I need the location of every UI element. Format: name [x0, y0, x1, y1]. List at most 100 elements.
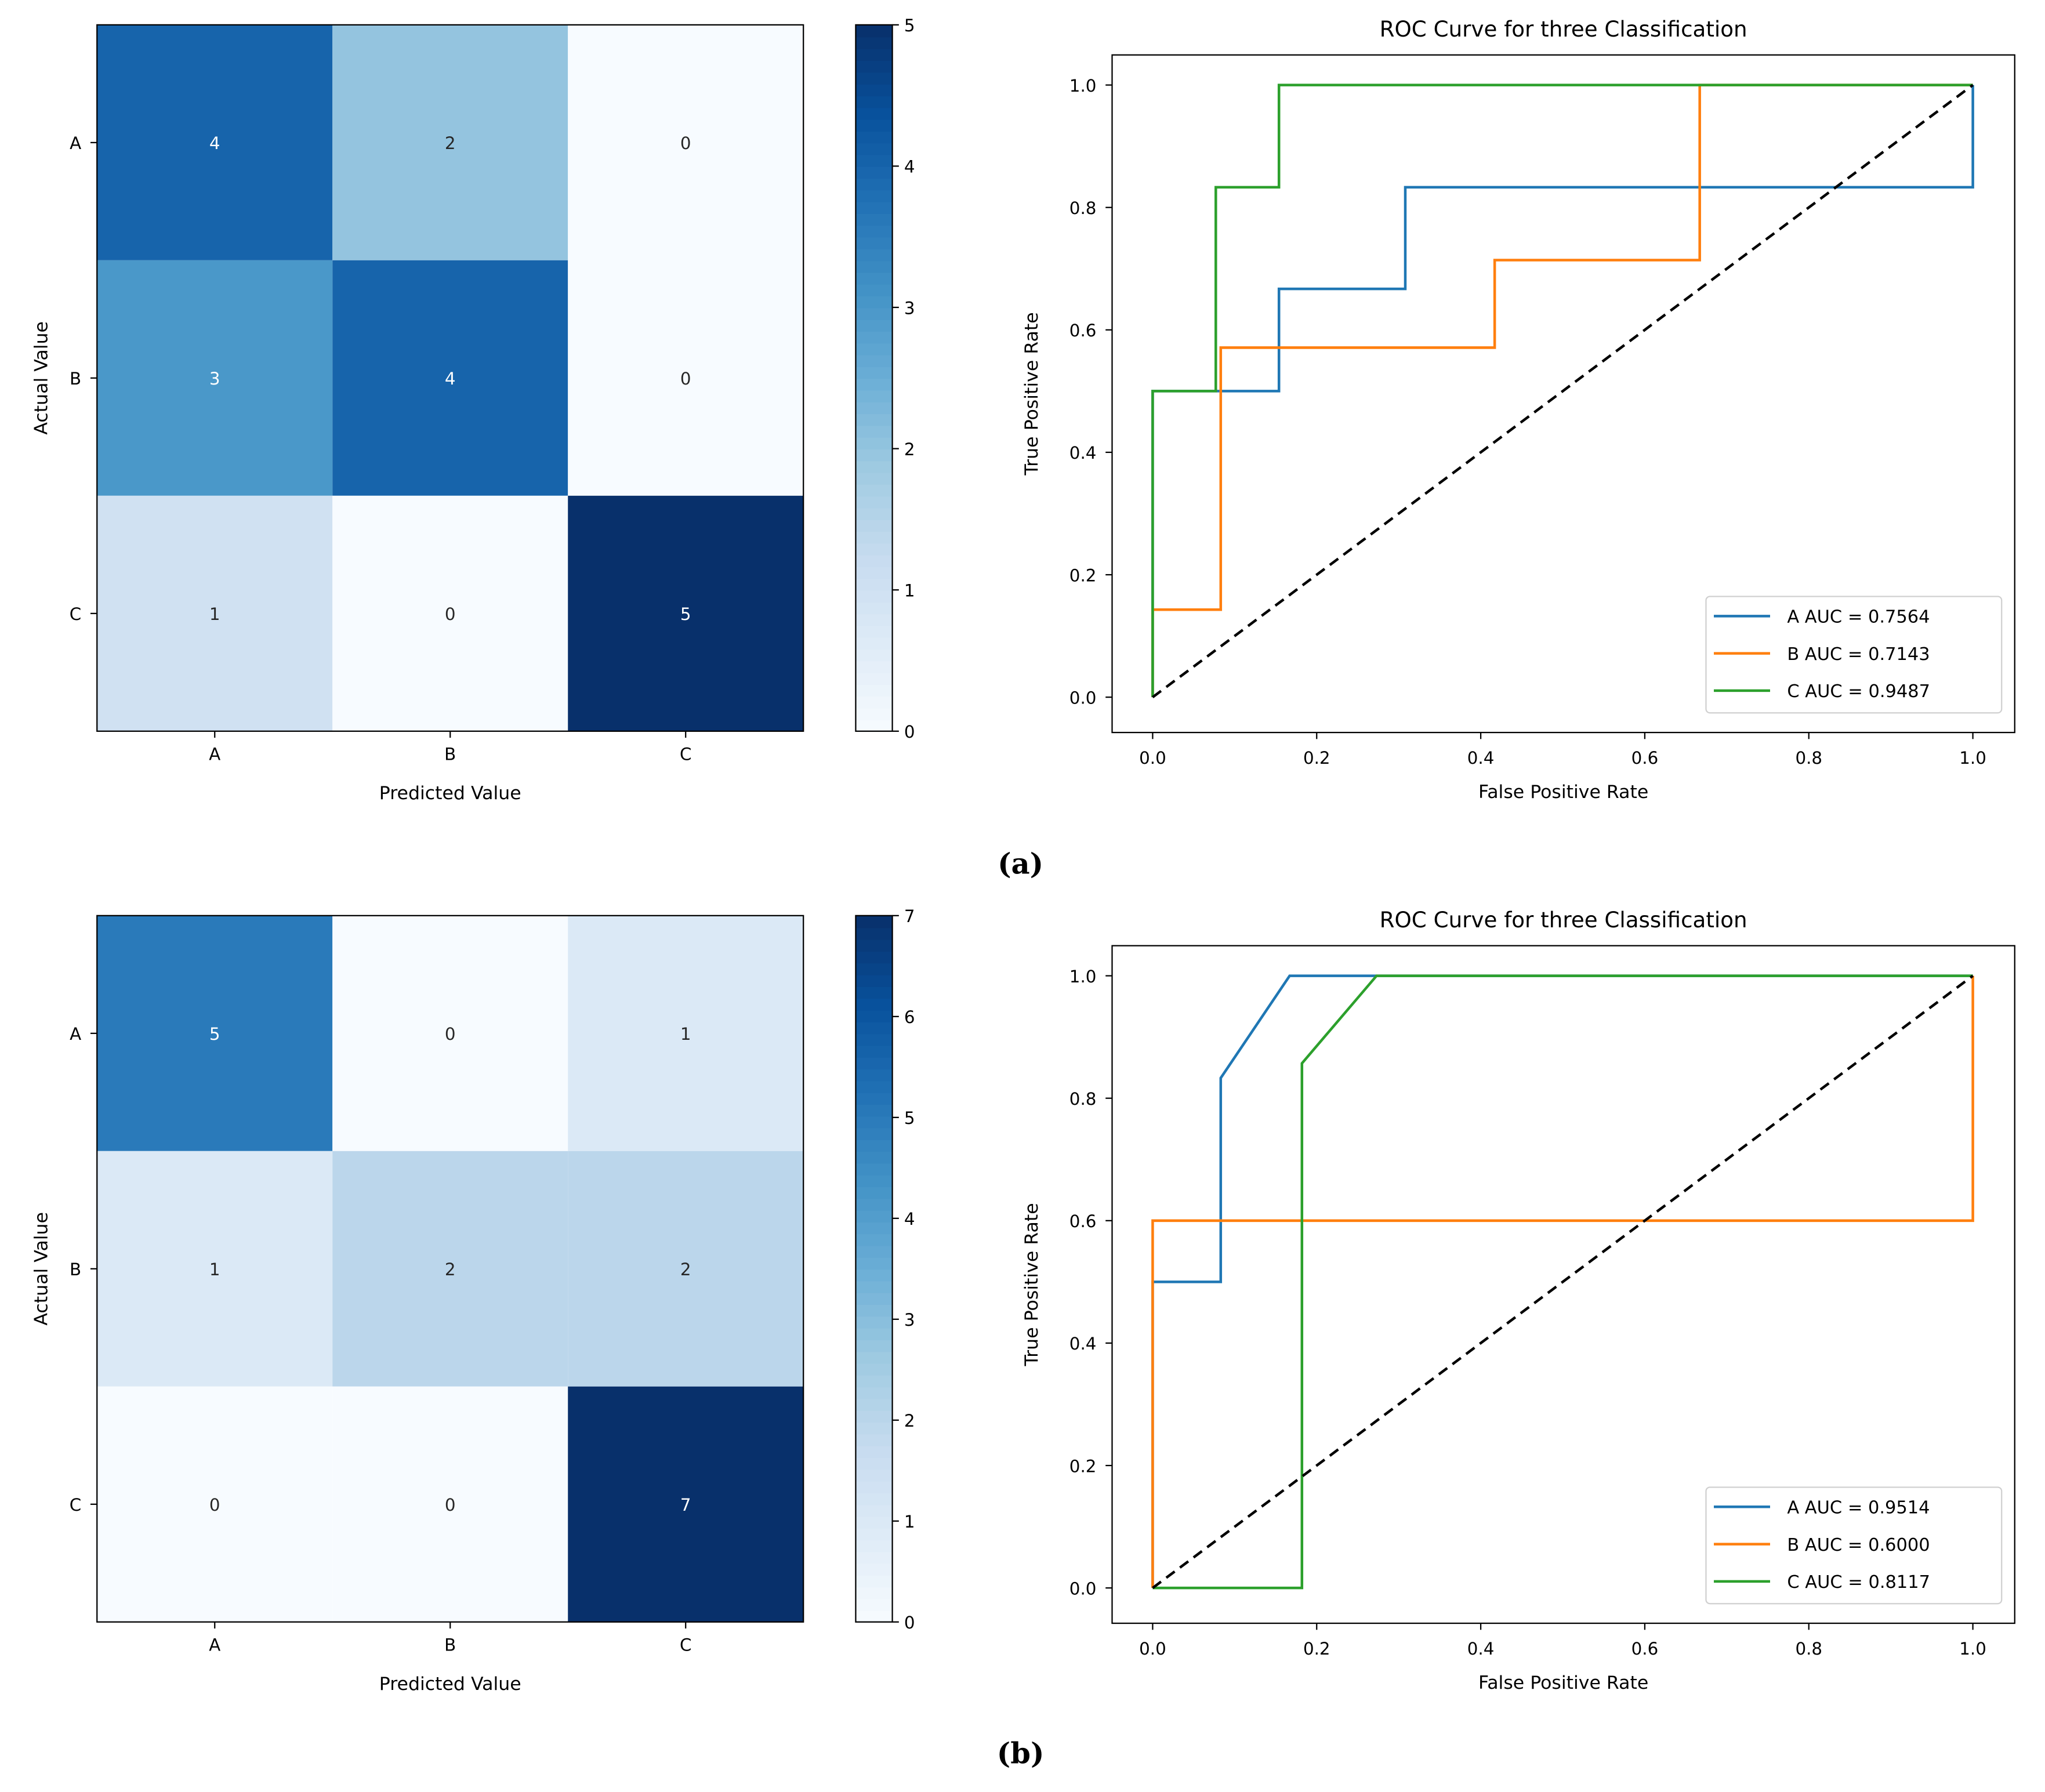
colorbar-tick-label: 6	[904, 1007, 915, 1027]
colorbar-segment	[855, 60, 893, 73]
colorbar-frame	[855, 915, 893, 1623]
legend-box	[1705, 1486, 2003, 1605]
colorbar-segment	[855, 915, 893, 928]
colorbar-segment	[855, 1575, 893, 1588]
colorbar-segment	[855, 1386, 893, 1399]
colorbar-tick-label: 2	[904, 440, 915, 459]
heatmap-cell	[97, 1151, 333, 1387]
colorbar-segment	[855, 460, 893, 473]
plot-frame	[1111, 945, 2015, 1624]
panel-label-a: (a)	[998, 847, 1043, 881]
x-tick-label: A	[209, 1635, 220, 1655]
colorbar-segment	[855, 1198, 893, 1211]
colorbar-segment	[855, 1457, 893, 1470]
heatmap-cell	[97, 495, 333, 731]
colorbar-segment	[855, 177, 893, 191]
colorbar-segment	[855, 472, 893, 485]
colorbar-segment	[855, 248, 893, 262]
legend-box	[1705, 596, 2003, 714]
colorbar-segment	[855, 1174, 893, 1188]
x-axis-label: Predicted Value	[379, 783, 521, 804]
colorbar-segment	[855, 708, 893, 720]
colorbar-segment	[855, 1092, 893, 1105]
roc-chart-a	[1105, 54, 2015, 739]
y-tick-label: 1.0	[1069, 967, 1097, 986]
legend-entry: C AUC = 0.8117	[1787, 1572, 1930, 1593]
y-tick-label: 0.8	[1069, 198, 1097, 218]
colorbar-segment	[855, 1257, 893, 1270]
colorbar-segment	[855, 1504, 893, 1517]
colorbar-segment	[855, 37, 893, 49]
colorbar-segment	[855, 1245, 893, 1258]
heatmap-cell	[332, 915, 568, 1151]
y-tick-label: 0.6	[1069, 1211, 1097, 1231]
colorbar-tick-label: 2	[904, 1411, 915, 1431]
legend-entry: B AUC = 0.7143	[1787, 644, 1930, 665]
colorbar-segment	[855, 260, 893, 273]
x-tick-label: B	[444, 1635, 456, 1655]
y-tick-label: 0.2	[1069, 565, 1097, 585]
colorbar-segment	[855, 307, 893, 320]
x-tick-label: 0.4	[1467, 1639, 1495, 1659]
colorbar-segment	[855, 1339, 893, 1352]
colorbar-segment	[855, 1492, 893, 1506]
colorbar-segment	[855, 963, 893, 975]
colorbar-segment	[855, 1233, 893, 1246]
colorbar-segment	[855, 648, 893, 662]
colorbar-segment	[855, 1363, 893, 1376]
heatmap-cell	[97, 24, 333, 260]
colorbar-segment	[855, 284, 893, 297]
colorbar-segment	[855, 390, 893, 402]
colorbar-segment	[855, 154, 893, 167]
y-tick-label: 0.0	[1069, 688, 1097, 708]
colorbar-segment	[855, 1598, 893, 1611]
x-tick-label: A	[209, 744, 220, 764]
colorbar-segment	[855, 1127, 893, 1140]
colorbar-segment	[855, 166, 893, 179]
cell-value: 4	[445, 369, 456, 389]
colorbar-tick-label: 0	[904, 1613, 915, 1633]
colorbar-segment	[855, 448, 893, 462]
cell-value: 1	[680, 1024, 691, 1044]
colorbar-segment	[855, 1068, 893, 1082]
legend-entry: C AUC = 0.9487	[1787, 681, 1930, 702]
roc-series-line-b	[1151, 975, 1974, 1588]
colorbar-segment	[855, 672, 893, 685]
colorbar-segment	[855, 1033, 893, 1046]
colorbar-segment	[855, 1410, 893, 1423]
chart-title: ROC Curve for three Classification	[1380, 907, 1747, 933]
colorbar-segment	[855, 48, 893, 61]
colorbar-segment	[855, 1528, 893, 1541]
roc-series-line-c	[1152, 974, 1973, 1590]
heatmap-cell	[568, 495, 804, 731]
colorbar-segment	[855, 601, 893, 615]
colorbar-segment	[855, 295, 893, 309]
roc-chart-b	[1105, 945, 2015, 1630]
colorbar-segment	[855, 695, 893, 709]
colorbar-tick-label: 5	[904, 1108, 915, 1128]
colorbar-segment	[855, 425, 893, 438]
confusion-matrix-a	[90, 24, 899, 738]
colorbar-segment	[855, 625, 893, 638]
colorbar-tick-label: 0	[904, 722, 915, 742]
cell-value: 0	[209, 1495, 220, 1515]
colorbar-segment	[855, 1057, 893, 1070]
colorbar-segment	[855, 1186, 893, 1199]
colorbar-segment	[855, 354, 893, 367]
colorbar-segment	[855, 484, 893, 497]
x-tick-label: C	[680, 744, 691, 764]
colorbar-segment	[855, 1316, 893, 1329]
x-tick-label: 0.8	[1795, 748, 1822, 768]
cell-value: 1	[209, 1260, 220, 1279]
x-tick-label: 0.4	[1467, 748, 1495, 768]
colorbar-segment	[855, 95, 893, 108]
colorbar-segment	[855, 437, 893, 449]
colorbar-segment	[855, 495, 893, 509]
cell-value: 4	[209, 133, 220, 153]
cell-value: 1	[209, 604, 220, 624]
cell-value: 7	[680, 1495, 691, 1515]
x-tick-label: 0.2	[1303, 748, 1330, 768]
heatmap-cell	[332, 495, 568, 731]
colorbar-segment	[855, 24, 893, 38]
y-tick-label: A	[70, 133, 81, 153]
